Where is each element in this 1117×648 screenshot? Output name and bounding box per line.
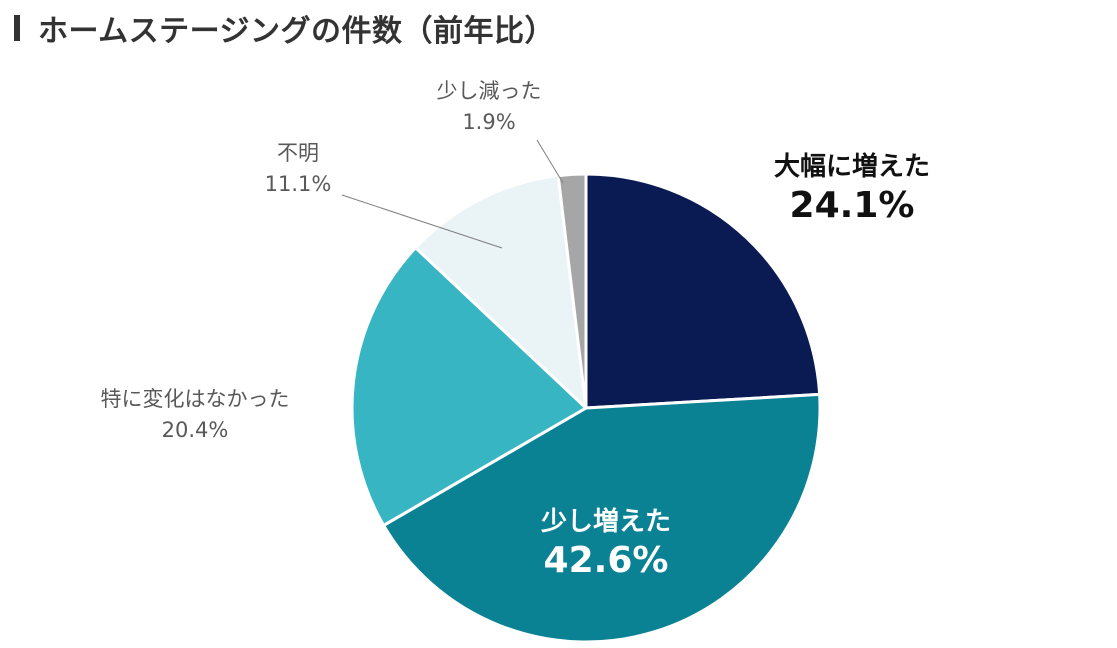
slice-value-label: 11.1%: [265, 172, 332, 196]
slice-label: 大幅に増えた: [774, 152, 930, 182]
slice-label: 少し減った: [437, 79, 542, 103]
title-accent-bar: [14, 15, 20, 41]
leader-line: [536, 139, 564, 184]
slice-value-label: 1.9%: [462, 110, 515, 134]
chart-title: ホームステージングの件数（前年比）: [38, 14, 555, 49]
pie-slice: [350, 246, 588, 527]
pie-slice: [584, 172, 822, 410]
leader-line: [341, 194, 503, 249]
slice-value-label: 24.1%: [790, 185, 915, 226]
slice-value-label: 42.6%: [544, 540, 669, 581]
slice-label: 少し増えた: [540, 507, 671, 537]
slice-value-label: 20.4%: [162, 418, 229, 442]
slice-label: 特に変化はなかった: [101, 387, 290, 411]
slice-label: 不明: [277, 141, 319, 165]
pie-slice: [382, 392, 822, 644]
chart-title-bar: ホームステージングの件数（前年比）: [14, 8, 555, 49]
